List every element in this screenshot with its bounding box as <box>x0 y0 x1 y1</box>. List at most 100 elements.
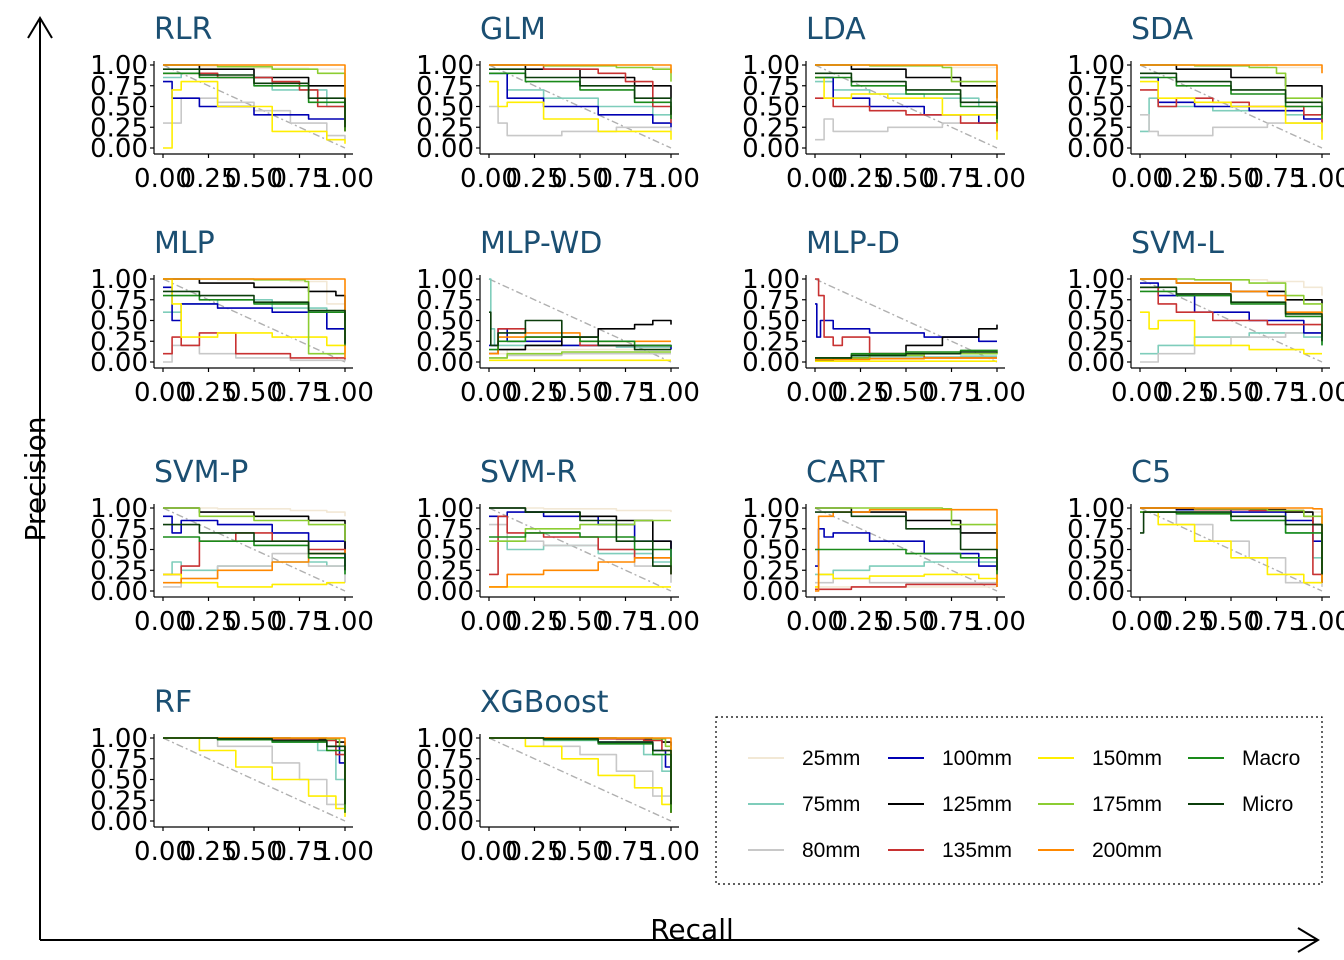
panel-svm-p-series-25mm <box>163 507 346 517</box>
panel-mlp-y-tick-label: 0.75 <box>90 286 148 316</box>
panel-svm-p-series-175mm <box>163 507 346 542</box>
panel-mlp-wd-x-tick-label: 0.75 <box>597 378 655 408</box>
panel-mlp-series-135mm <box>163 332 346 360</box>
panel-rf-series-75mm <box>163 737 346 813</box>
panel-svm-p-series-macro <box>163 536 346 575</box>
panel-mlp-y-tick-label: 0.50 <box>90 307 148 337</box>
panel-svm-l-y-tick-label: 1.00 <box>1067 265 1125 295</box>
panel-sda-title: SDA <box>1131 12 1194 47</box>
panel-glm-series-80mm <box>489 105 672 137</box>
panel-c5-title: C5 <box>1131 455 1171 490</box>
legend-item-macro: Macro <box>1188 747 1300 770</box>
legend-label-200mm: 200mm <box>1092 839 1162 862</box>
panel-c5-series-80mm <box>1140 507 1323 587</box>
panel-mlp-series-150mm <box>163 278 346 354</box>
panel-grid: RLR0.000.250.500.751.000.000.250.500.751… <box>90 12 1344 867</box>
panel-cart-y-tick-label: 0.25 <box>742 556 800 586</box>
panel-rf-series-80mm <box>163 737 346 813</box>
panel-c5-x-tick-label: 0.00 <box>1111 607 1169 637</box>
legend-item-micro: Micro <box>1188 793 1293 816</box>
panel-glm-series-200mm <box>489 64 672 74</box>
panel-rlr-y-tick-label: 0.00 <box>90 134 148 164</box>
panel-c5-y-tick-label: 0.00 <box>1067 577 1125 607</box>
panel-rlr-series-150mm <box>163 80 346 149</box>
panel-mlp-x-tick-label: 0.25 <box>180 378 238 408</box>
panel-svm-l-series-micro <box>1140 286 1323 342</box>
panel-glm-y-tick-label: 0.25 <box>416 113 474 143</box>
panel-c5-x-tick-label: 0.25 <box>1157 607 1215 637</box>
panel-svm-l-series-200mm <box>1140 278 1323 317</box>
panel-glm-y-tick-label: 0.00 <box>416 134 474 164</box>
panel-svm-r-series-175mm <box>489 519 671 543</box>
panel-glm-title: GLM <box>480 12 546 47</box>
panel-c5-series-200mm <box>1140 507 1323 583</box>
panel-cart-y-tick-label: 0.00 <box>742 577 800 607</box>
panel-mlp-wd-y-tick-label: 0.50 <box>416 307 474 337</box>
panel-svm-p-x-tick-label: 1.00 <box>316 607 374 637</box>
panel-svm-l-y-tick-label: 0.75 <box>1067 286 1125 316</box>
panel-svm-r-x-tick-label: 0.75 <box>597 607 655 637</box>
panel-lda-x-tick-label: 0.50 <box>877 164 935 194</box>
x-axis-title: Recall <box>650 913 734 946</box>
panel-svm-r-y-tick-label: 1.00 <box>416 494 474 524</box>
panel-svm-l-x-tick-label: 0.50 <box>1202 378 1260 408</box>
panel-mlp-d-y-tick-label: 0.75 <box>742 286 800 316</box>
panel-mlp-y-tick-label: 0.25 <box>90 327 148 357</box>
panel-mlp-wd-series-micro <box>489 311 671 351</box>
panel-svm-l-y-tick-label: 0.50 <box>1067 307 1125 337</box>
panel-svm-p-series-75mm <box>163 561 346 576</box>
panel-mlp-d-x-tick-label: 0.75 <box>923 378 981 408</box>
panel-mlp-d-series-100mm <box>815 303 997 343</box>
legend-label-100mm: 100mm <box>942 747 1012 770</box>
panel-lda-title: LDA <box>806 12 866 47</box>
panel-lda-series-micro <box>815 72 998 119</box>
panel-svm-r-y-tick-label: 0.25 <box>416 556 474 586</box>
panel-glm-y-tick-label: 0.50 <box>416 93 474 123</box>
panel-c5-y-tick-label: 1.00 <box>1067 494 1125 524</box>
panel-svm-p-x-tick-label: 0.00 <box>134 607 192 637</box>
panel-svm-r-series-macro <box>489 532 672 567</box>
panel-mlp-series-macro <box>163 294 346 346</box>
panel-lda-series-150mm <box>815 76 998 140</box>
panel-cart-y-tick-label: 1.00 <box>742 494 800 524</box>
panel-sda-series-150mm <box>1140 80 1323 140</box>
panel-mlp-d-series-175mm <box>815 352 998 359</box>
panel-sda: SDA0.000.250.500.751.000.000.250.500.751… <box>1067 12 1344 194</box>
legend-item-175mm: 175mm <box>1038 793 1162 816</box>
panel-lda-series-135mm <box>815 97 998 132</box>
panel-svm-r-series-25mm <box>489 507 672 513</box>
panel-glm-x-tick-label: 0.50 <box>551 164 609 194</box>
panel-mlp-wd: MLP-WD0.000.250.500.751.000.000.250.500.… <box>416 226 700 408</box>
panel-cart-y-tick-label: 0.75 <box>742 515 800 545</box>
panel-svm-l-series-135mm <box>1140 286 1323 338</box>
panel-sda-y-tick-label: 0.00 <box>1067 134 1125 164</box>
panel-cart-x-tick-label: 0.00 <box>786 607 844 637</box>
legend-items: 25mm 100mm 150mm Macro 75mm 125mm 175mm Micro 80… <box>748 747 1300 862</box>
outer-x-arrow-icon <box>1297 927 1320 953</box>
panel-cart-series-micro <box>815 511 998 571</box>
legend-item-100mm: 100mm <box>888 747 1012 770</box>
panel-cart-series-75mm <box>815 561 998 576</box>
panel-mlp-d: MLP-D0.000.250.500.751.000.000.250.500.7… <box>742 226 1026 408</box>
panel-svm-r-series-200mm <box>489 556 671 588</box>
panel-mlp-wd-x-tick-label: 1.00 <box>642 378 700 408</box>
panel-rlr-y-tick-label: 1.00 <box>90 51 148 81</box>
panel-rf-reference-line <box>162 737 346 822</box>
legend-label-macro: Macro <box>1242 747 1300 770</box>
panel-mlp-series-75mm <box>163 298 346 346</box>
panel-sda-y-tick-label: 0.50 <box>1067 93 1125 123</box>
panel-glm-series-150mm <box>489 80 672 140</box>
panel-rf-x-tick-label: 0.25 <box>180 837 238 867</box>
panel-mlp-d-x-tick-label: 0.50 <box>877 378 935 408</box>
panel-xgboost: XGBoost0.000.250.500.751.000.000.250.500… <box>416 685 700 867</box>
panel-lda-y-tick-label: 0.75 <box>742 72 800 102</box>
panel-cart-x-tick-label: 0.75 <box>923 607 981 637</box>
panel-mlp-d-y-tick-label: 0.00 <box>742 348 800 378</box>
panel-cart-series-200mm <box>815 508 998 592</box>
panel-sda-x-tick-label: 0.50 <box>1202 164 1260 194</box>
panel-svm-r-y-tick-label: 0.50 <box>416 536 474 566</box>
panel-lda-y-tick-label: 0.50 <box>742 93 800 123</box>
panel-rlr-x-tick-label: 0.50 <box>225 164 283 194</box>
panel-glm-x-tick-label: 0.00 <box>460 164 518 194</box>
